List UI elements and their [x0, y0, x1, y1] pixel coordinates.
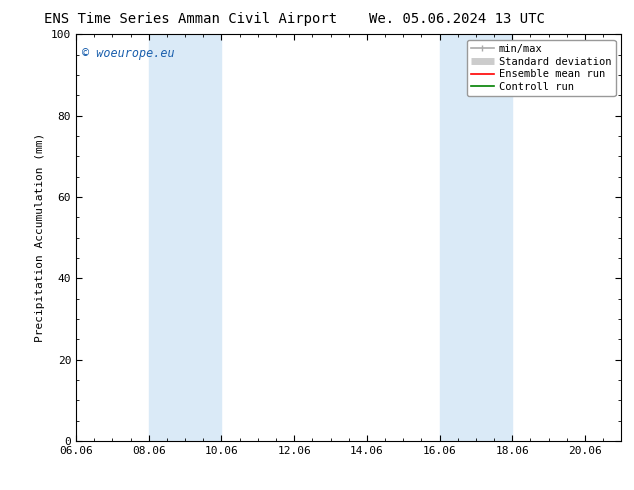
Bar	[439, 34, 512, 441]
Legend: min/max, Standard deviation, Ensemble mean run, Controll run: min/max, Standard deviation, Ensemble me…	[467, 40, 616, 96]
Text: We. 05.06.2024 13 UTC: We. 05.06.2024 13 UTC	[368, 12, 545, 26]
Text: © woeurope.eu: © woeurope.eu	[82, 47, 174, 59]
Text: ENS Time Series Amman Civil Airport: ENS Time Series Amman Civil Airport	[44, 12, 337, 26]
Bar	[149, 34, 221, 441]
Y-axis label: Precipitation Accumulation (mm): Precipitation Accumulation (mm)	[36, 133, 46, 343]
